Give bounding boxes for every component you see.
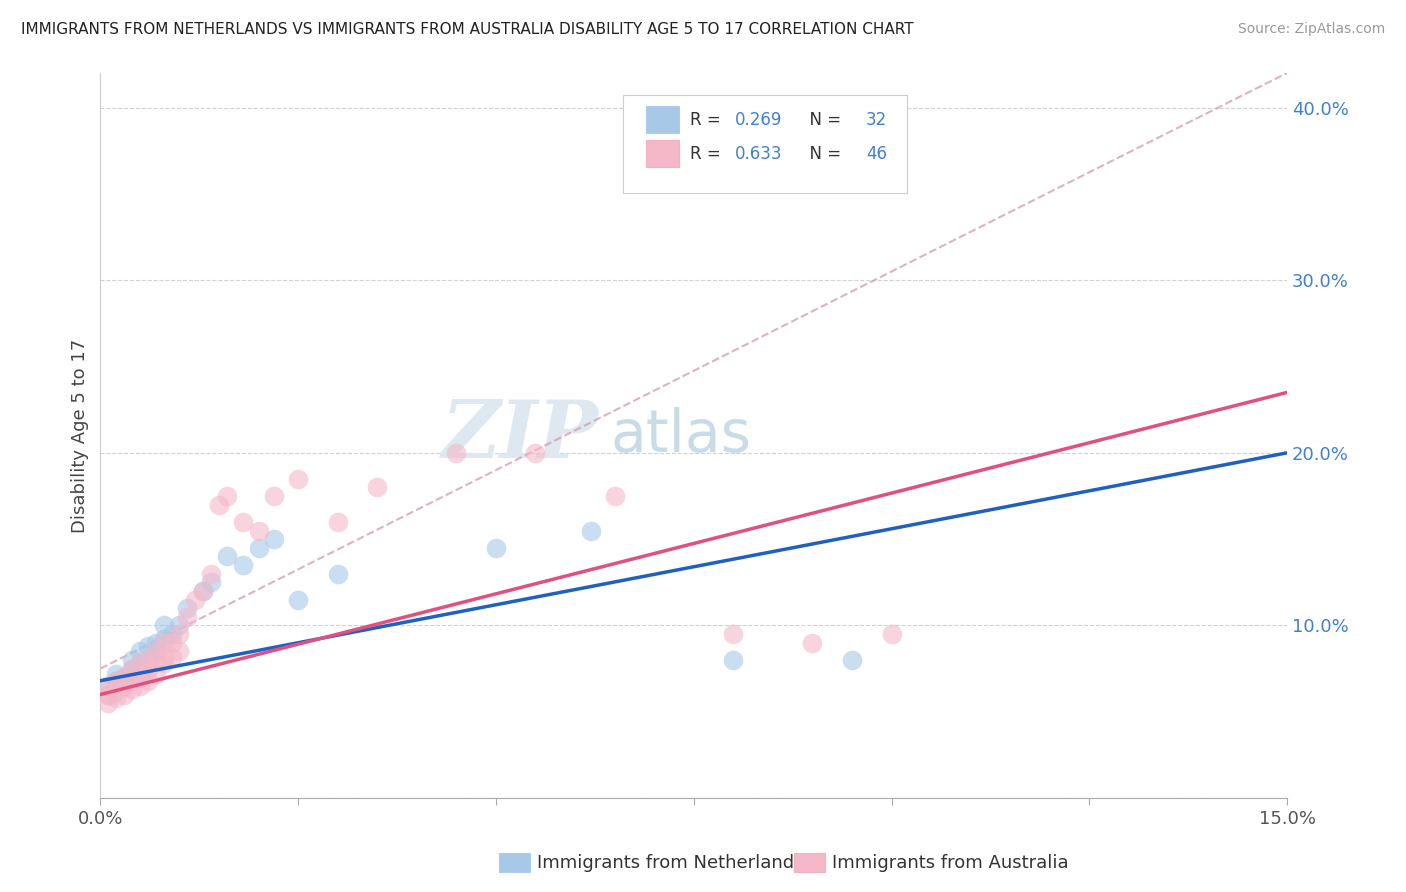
Point xyxy=(263,489,285,503)
Point xyxy=(326,566,349,581)
Text: atlas: atlas xyxy=(610,407,752,464)
Text: N =: N = xyxy=(800,112,846,129)
Point xyxy=(129,670,152,684)
Text: R =: R = xyxy=(690,112,725,129)
Point xyxy=(160,636,183,650)
Point xyxy=(112,688,135,702)
Point xyxy=(112,679,135,693)
Point xyxy=(121,682,143,697)
Point xyxy=(247,541,270,555)
Point xyxy=(129,644,152,658)
Point xyxy=(169,627,191,641)
FancyBboxPatch shape xyxy=(647,140,679,168)
Point xyxy=(121,673,143,688)
Text: IMMIGRANTS FROM NETHERLANDS VS IMMIGRANTS FROM AUSTRALIA DISABILITY AGE 5 TO 17 : IMMIGRANTS FROM NETHERLANDS VS IMMIGRANT… xyxy=(21,22,914,37)
Text: ZIP: ZIP xyxy=(441,397,599,475)
Point xyxy=(200,566,222,581)
Point xyxy=(485,541,508,555)
Point xyxy=(723,627,745,641)
Point xyxy=(105,673,128,688)
Point xyxy=(184,592,207,607)
Point xyxy=(215,489,238,503)
Point xyxy=(603,489,626,503)
Point xyxy=(579,524,602,538)
Point xyxy=(97,688,120,702)
Y-axis label: Disability Age 5 to 17: Disability Age 5 to 17 xyxy=(72,338,89,533)
Text: N =: N = xyxy=(800,145,846,163)
Point xyxy=(136,653,159,667)
Point xyxy=(121,653,143,667)
Point xyxy=(112,679,135,693)
Point xyxy=(152,657,174,671)
Point xyxy=(723,653,745,667)
Point xyxy=(112,670,135,684)
Text: 46: 46 xyxy=(866,145,887,163)
Text: R =: R = xyxy=(690,145,725,163)
Point xyxy=(215,549,238,564)
Text: 0.633: 0.633 xyxy=(735,145,783,163)
Point xyxy=(152,632,174,647)
Point xyxy=(200,575,222,590)
Point xyxy=(129,670,152,684)
Point xyxy=(129,657,152,671)
Point xyxy=(121,662,143,676)
Point xyxy=(136,673,159,688)
Point xyxy=(136,653,159,667)
Point xyxy=(208,498,231,512)
Point xyxy=(880,627,903,641)
Point xyxy=(232,558,254,572)
Point xyxy=(105,684,128,698)
Text: Immigrants from Netherlands: Immigrants from Netherlands xyxy=(537,854,804,871)
Point xyxy=(105,666,128,681)
Point xyxy=(129,657,152,671)
Text: 32: 32 xyxy=(866,112,887,129)
Point xyxy=(129,679,152,693)
Point xyxy=(105,691,128,706)
Point xyxy=(287,592,309,607)
Point xyxy=(366,480,388,494)
Point xyxy=(193,583,215,598)
Point xyxy=(145,653,167,667)
Point xyxy=(112,670,135,684)
Point xyxy=(145,644,167,658)
Point xyxy=(841,653,863,667)
Point xyxy=(136,662,159,676)
Point xyxy=(97,679,120,693)
Point xyxy=(169,644,191,658)
Text: Immigrants from Australia: Immigrants from Australia xyxy=(832,854,1069,871)
Point xyxy=(176,610,198,624)
FancyBboxPatch shape xyxy=(647,105,679,133)
Point xyxy=(169,618,191,632)
Point xyxy=(145,636,167,650)
Point xyxy=(801,636,824,650)
Text: Source: ZipAtlas.com: Source: ZipAtlas.com xyxy=(1237,22,1385,37)
Point xyxy=(136,639,159,653)
Point xyxy=(105,673,128,688)
Point xyxy=(145,644,167,658)
Point xyxy=(176,601,198,615)
Point xyxy=(160,627,183,641)
Point xyxy=(232,515,254,529)
Point xyxy=(193,583,215,598)
Point xyxy=(97,688,120,702)
Point xyxy=(326,515,349,529)
FancyBboxPatch shape xyxy=(623,95,907,193)
Point xyxy=(121,662,143,676)
Point xyxy=(263,532,285,546)
Point xyxy=(97,696,120,710)
Point xyxy=(97,679,120,693)
Point xyxy=(145,666,167,681)
Point xyxy=(524,446,547,460)
Point xyxy=(446,446,468,460)
Point xyxy=(152,618,174,632)
Point xyxy=(247,524,270,538)
Point xyxy=(160,649,183,664)
Point xyxy=(152,636,174,650)
Text: 0.269: 0.269 xyxy=(735,112,783,129)
Point xyxy=(287,472,309,486)
Point xyxy=(152,649,174,664)
